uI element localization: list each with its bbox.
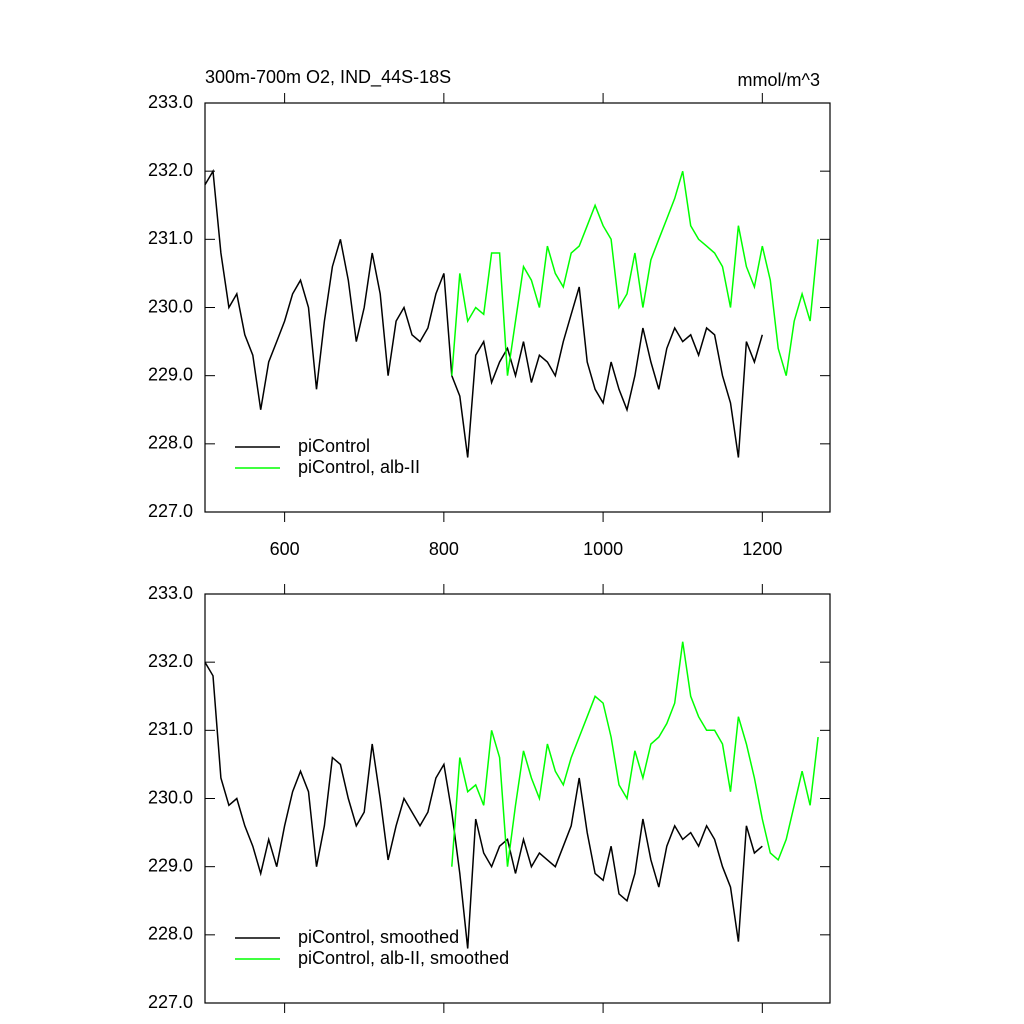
y-tick-label: 231.0 xyxy=(148,719,193,739)
y-tick-label: 228.0 xyxy=(148,433,193,453)
y-tick-label: 229.0 xyxy=(148,364,193,384)
data-line xyxy=(451,641,819,867)
y-tick-label: 232.0 xyxy=(148,160,193,180)
legend-label: piControl, smoothed xyxy=(298,927,459,947)
y-tick-label: 230.0 xyxy=(148,787,193,807)
legend-label: piControl, alb-II, smoothed xyxy=(298,948,509,968)
y-tick-label: 230.0 xyxy=(148,296,193,316)
y-tick-label: 227.0 xyxy=(148,501,193,521)
x-tick-label: 600 xyxy=(270,539,300,559)
y-tick-label: 228.0 xyxy=(148,924,193,944)
y-tick-label: 227.0 xyxy=(148,992,193,1012)
x-tick-label: 1000 xyxy=(583,539,623,559)
chart-title: 300m-700m O2, IND_44S-18S xyxy=(205,67,451,88)
data-line xyxy=(204,168,764,458)
y-tick-label: 231.0 xyxy=(148,228,193,248)
y-tick-label: 232.0 xyxy=(148,651,193,671)
units-label: mmol/m^3 xyxy=(738,70,820,90)
data-line xyxy=(204,661,763,949)
legend-label: piControl, alb-II xyxy=(298,457,420,477)
y-tick-label: 233.0 xyxy=(148,583,193,603)
x-tick-label: 1200 xyxy=(742,539,782,559)
legend-label: piControl xyxy=(298,436,370,456)
y-tick-label: 229.0 xyxy=(148,855,193,875)
x-tick-label: 800 xyxy=(429,539,459,559)
data-line xyxy=(451,170,819,376)
y-tick-label: 233.0 xyxy=(148,92,193,112)
